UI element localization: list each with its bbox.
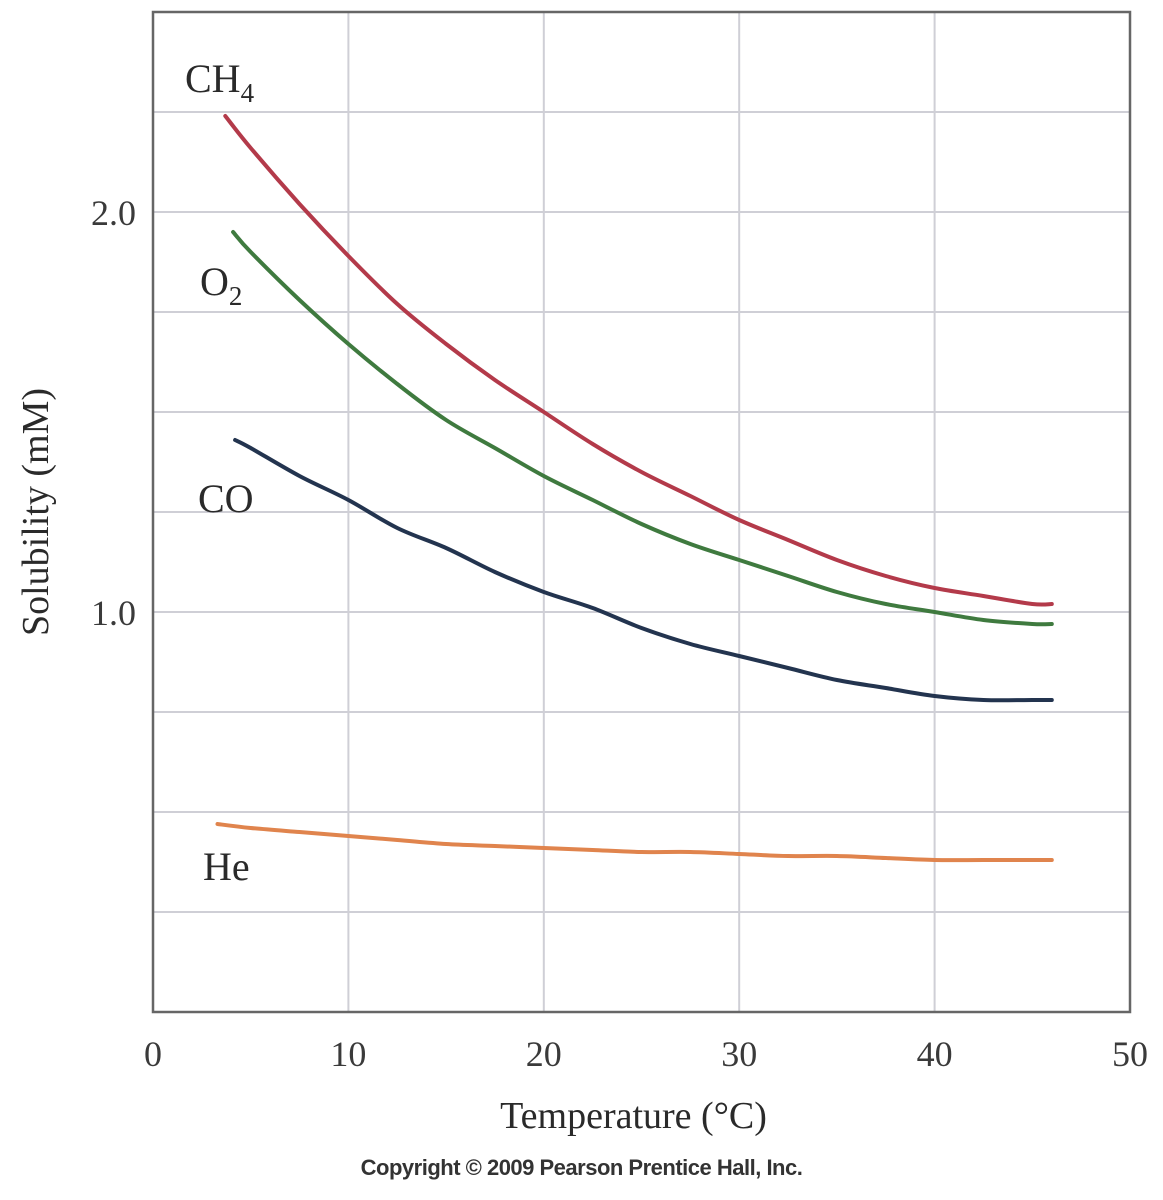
series-line-o2 <box>231 230 1054 627</box>
x-tick-label: 0 <box>144 1034 162 1074</box>
series-label-ch4: CH4 <box>185 56 255 108</box>
x-tick-label: 30 <box>721 1034 757 1074</box>
series-label-o2: O2 <box>200 259 242 311</box>
grid <box>153 12 1130 1012</box>
series-line-he <box>215 822 1054 863</box>
x-tick-label: 50 <box>1112 1034 1148 1074</box>
series-label-co: CO <box>198 476 254 521</box>
x-tick-labels: 0 10 20 30 40 50 <box>144 1034 1148 1074</box>
series-lines <box>215 114 1054 863</box>
y-axis-title: Solubility (mM) <box>15 388 57 636</box>
series-labels: CH4 O2 CO He <box>185 56 255 889</box>
x-axis-title: Temperature (°C) <box>500 1095 767 1137</box>
plot-frame <box>151 10 1132 1014</box>
x-tick-label: 20 <box>526 1034 562 1074</box>
y-tick-labels: 1.0 2.0 <box>91 193 136 633</box>
series-label-he: He <box>203 844 250 889</box>
copyright-notice: Copyright © 2009 Pearson Prentice Hall, … <box>360 1155 803 1180</box>
y-tick-label: 2.0 <box>91 193 136 233</box>
series-line-ch4 <box>223 114 1054 607</box>
x-tick-label: 40 <box>917 1034 953 1074</box>
series-line-co <box>233 438 1054 703</box>
x-tick-label: 10 <box>330 1034 366 1074</box>
y-tick-label: 1.0 <box>91 593 136 633</box>
